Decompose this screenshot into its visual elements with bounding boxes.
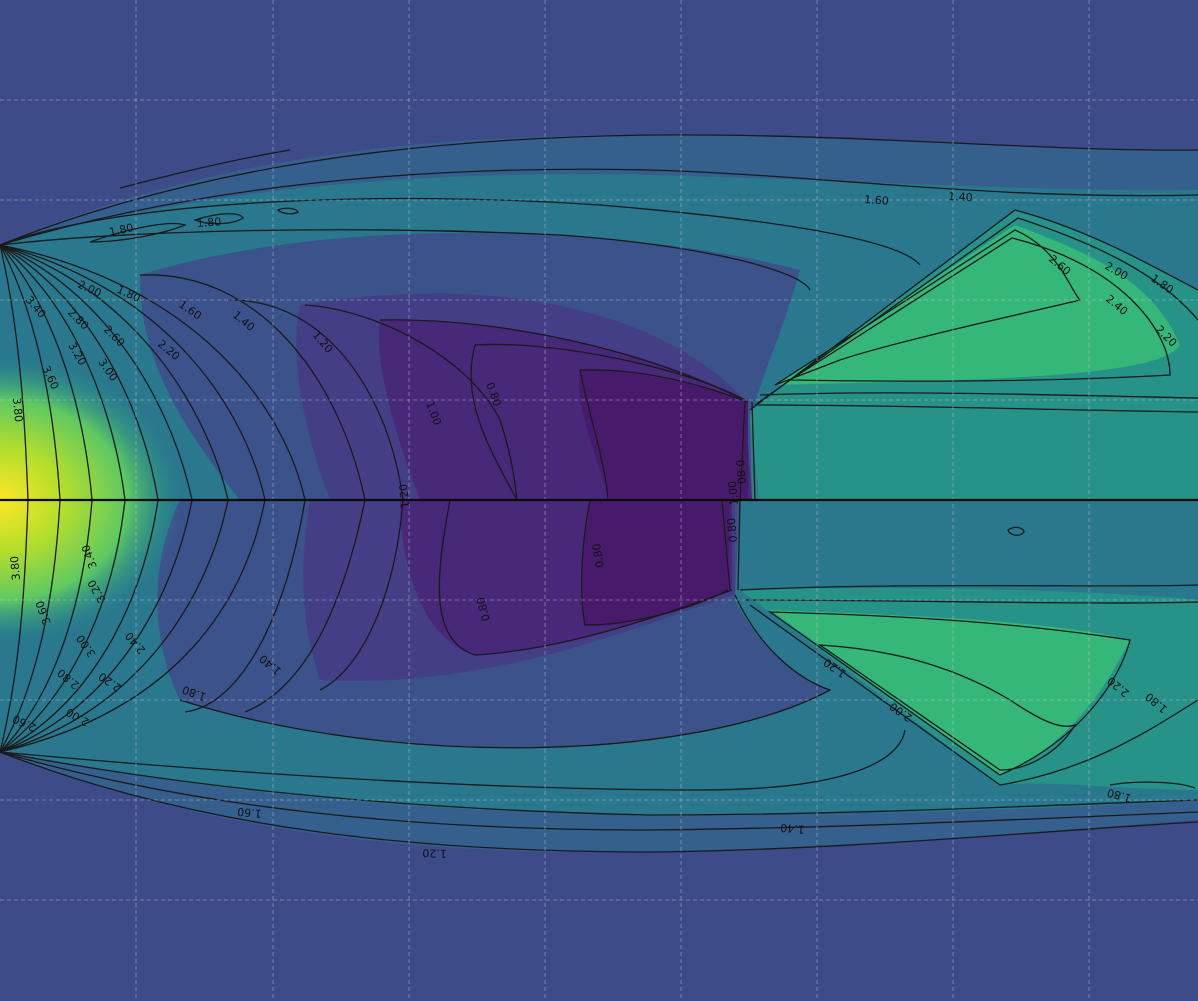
contour-label: 3.80 [10,397,25,423]
top-high-region [0,240,330,500]
top-panel [0,0,1198,500]
contour-label: 1.60 [237,805,263,820]
contour-label: 1.00 [726,480,741,506]
contour-label: 0.80 [474,596,493,623]
contour-label: 1.80 [108,221,135,239]
contour-label: 0.80 [733,459,748,485]
top-shock-core [775,225,1180,385]
contour-lines [0,134,1198,853]
contour-label: 0.80 [725,517,740,543]
contour-label: 0.80 [590,542,607,568]
bottom-low-deep [582,500,730,626]
bottom-high-region [0,500,330,760]
bottom-shock-core [770,610,1130,775]
contour-label: 1.40 [948,190,973,204]
contour-label: 1.20 [422,846,447,860]
contour-label: 3.80 [8,555,23,581]
contour-label: 1.60 [864,193,889,208]
contour-label: 1.80 [1106,786,1133,805]
bottom-panel [0,500,1198,1001]
top-low-deep [579,370,748,500]
contour-label: 1.40 [780,821,806,836]
contour-label: 1.20 [397,483,412,509]
contour-label: 1.80 [196,215,221,230]
